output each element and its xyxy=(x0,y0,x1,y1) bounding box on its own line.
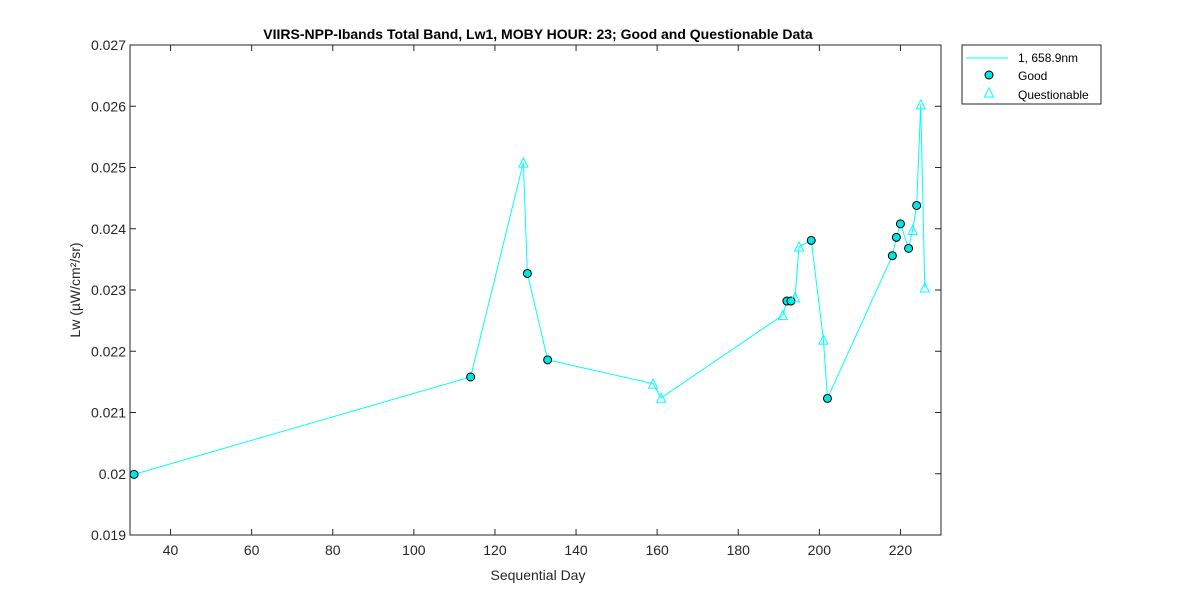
good-point xyxy=(522,268,532,278)
questionable-point xyxy=(793,240,805,252)
y-tick-label: 0.019 xyxy=(91,527,126,543)
plot-area xyxy=(130,45,941,535)
axis-ticks: 40 60 80 100 120 140 160 180 200 220 0.019 0.02 0.02… xyxy=(91,37,941,558)
y-tick-label: 0.027 xyxy=(91,37,126,53)
questionable-point xyxy=(518,156,529,168)
x-tick-label: 80 xyxy=(325,542,341,558)
good-point xyxy=(891,232,901,242)
x-tick-label: 40 xyxy=(163,542,179,558)
y-tick-label: 0.023 xyxy=(91,282,126,298)
x-tick-label: 220 xyxy=(889,542,913,558)
good-point xyxy=(806,235,816,245)
good-point xyxy=(904,243,914,253)
good-point xyxy=(822,393,832,403)
questionable-point xyxy=(818,333,829,345)
x-tick-label: 140 xyxy=(564,542,588,558)
questionable-point xyxy=(907,224,918,235)
x-axis-title: Sequential Day xyxy=(491,567,586,583)
x-tick-label: 200 xyxy=(808,542,832,558)
x-tick-label: 100 xyxy=(402,542,426,558)
x-tick-label: 120 xyxy=(483,542,507,558)
legend: 1, 658.9nm Good Questionable xyxy=(961,44,1102,105)
y-tick-label: 0.026 xyxy=(91,98,126,114)
y-tick-label: 0.02 xyxy=(99,466,126,482)
questionable-point xyxy=(789,291,801,303)
questionable-point xyxy=(655,392,667,403)
plot-frame xyxy=(129,44,942,536)
good-point xyxy=(466,372,476,382)
questionable-point xyxy=(777,309,789,321)
y-tick-label: 0.025 xyxy=(91,160,126,176)
questionable-point xyxy=(647,378,659,389)
x-tick-label: 60 xyxy=(244,542,260,558)
x-tick-label: 180 xyxy=(727,542,751,558)
data-layer xyxy=(129,98,931,479)
legend-label-good: Good xyxy=(1018,69,1047,83)
series-line xyxy=(133,104,926,475)
y-tick-label: 0.022 xyxy=(91,343,126,359)
good-point xyxy=(543,355,553,365)
legend-label-series: 1, 658.9nm xyxy=(1018,51,1078,65)
good-point xyxy=(129,469,139,479)
x-tick-label: 160 xyxy=(645,542,669,558)
good-point xyxy=(912,200,922,210)
legend-label-questionable: Questionable xyxy=(1018,88,1089,102)
legend-questionable-marker xyxy=(983,86,995,98)
y-tick-label: 0.021 xyxy=(91,405,126,421)
legend-good-marker xyxy=(984,70,994,80)
y-axis-title: Lw (µW/cm²/sr) xyxy=(67,242,83,337)
y-tick-label: 0.024 xyxy=(91,221,126,237)
chart-title: VIIRS-NPP-Ibands Total Band, Lw1, MOBY H… xyxy=(263,26,813,42)
questionable-point xyxy=(915,98,927,110)
questionable-point xyxy=(919,281,931,293)
good-point xyxy=(895,219,905,229)
good-point xyxy=(887,251,897,261)
